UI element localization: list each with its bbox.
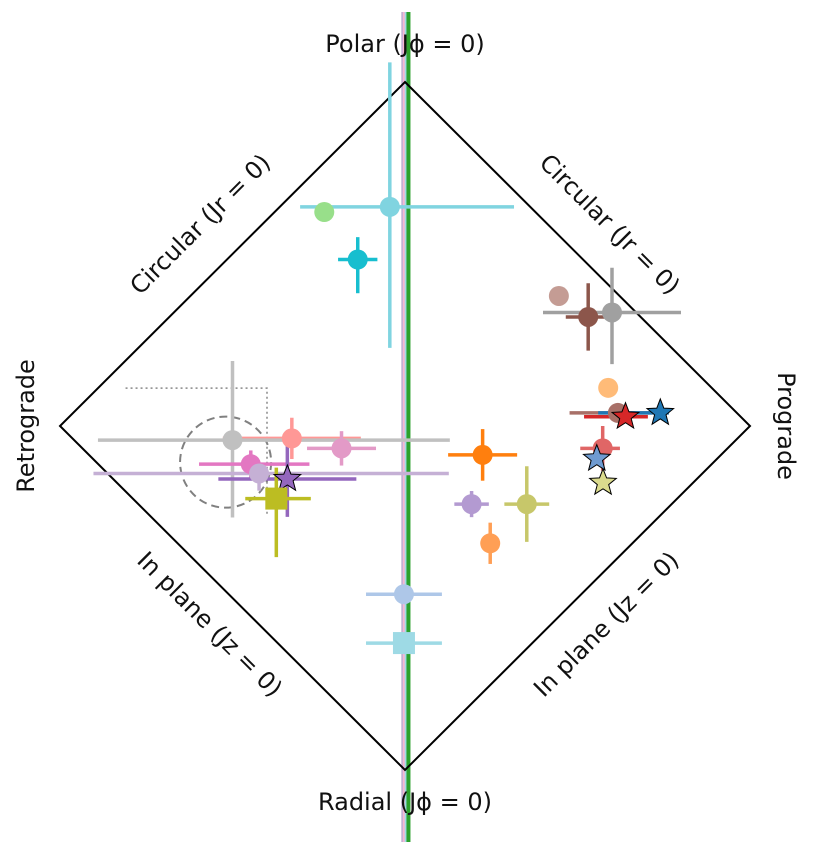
point-circle-3 — [548, 285, 569, 306]
point-circle-15 — [516, 494, 537, 515]
point-circle-17 — [393, 584, 414, 605]
point-star-24 — [272, 463, 303, 492]
point-square-25 — [265, 487, 288, 510]
point-circle-6 — [598, 377, 619, 398]
label-prograde: Prograde — [772, 372, 800, 480]
point-circle-20 — [331, 438, 352, 459]
point-circle-19 — [281, 428, 302, 449]
point-circle-2 — [347, 249, 368, 270]
markers-layer — [222, 196, 675, 655]
point-square-18 — [392, 632, 415, 655]
point-star-12 — [588, 467, 618, 496]
point-circle-5 — [602, 302, 622, 323]
label-retrograde: Retrograde — [12, 359, 40, 493]
point-circle-0 — [314, 202, 335, 223]
point-circle-4 — [578, 306, 599, 327]
vertical-lines-layer — [401, 12, 411, 842]
error-bars-layer — [93, 62, 681, 645]
point-circle-16 — [480, 533, 501, 554]
point-circle-23 — [249, 463, 270, 484]
point-star-9 — [645, 397, 675, 426]
label-inplane-left: In plane (Jz = 0) — [131, 546, 287, 702]
point-star-11 — [582, 443, 612, 472]
point-circle-14 — [461, 494, 482, 515]
point-star-8 — [610, 401, 641, 430]
point-circle-1 — [379, 196, 400, 217]
annotation-dotted-box — [125, 387, 268, 516]
label-radial: Radial (Jϕ = 0) — [318, 788, 492, 816]
label-circular-left: Circular (Jr = 0) — [125, 149, 277, 301]
point-circle-21 — [222, 430, 243, 451]
label-polar: Polar (Jϕ = 0) — [325, 30, 484, 58]
annotation-dashed-circle — [179, 415, 273, 509]
label-circular-right: Circular (Jr = 0) — [534, 149, 686, 301]
point-circle-13 — [472, 444, 493, 465]
